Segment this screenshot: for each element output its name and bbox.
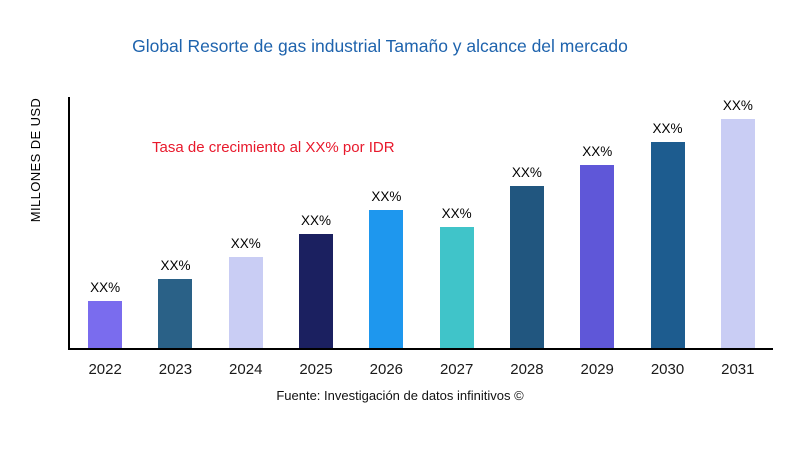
bar-value-label-2025: XX%: [301, 213, 332, 228]
bar-2027: [439, 227, 474, 348]
bar-2031: [720, 119, 755, 348]
bar-2026: [369, 210, 404, 348]
x-tick-2029: 2029: [580, 361, 614, 378]
x-tick-2028: 2028: [510, 361, 544, 378]
bar-value-label-2023: XX%: [160, 258, 191, 273]
bar-2022: [88, 301, 123, 348]
bar-2023: [158, 279, 193, 348]
bar-value-label-2022: XX%: [90, 280, 121, 295]
x-tick-2024: 2024: [229, 361, 263, 378]
bar-value-label-2031: XX%: [722, 98, 753, 113]
bar-2029: [580, 165, 615, 348]
x-tick-2030: 2030: [650, 361, 685, 378]
x-tick-2023: 2023: [158, 361, 193, 378]
bar-value-label-2027: XX%: [441, 206, 472, 221]
bar-2028: [509, 186, 544, 348]
bar-group-2028: XX% 2028: [492, 97, 562, 378]
bar-2024: [228, 257, 263, 348]
bar-group-2025: XX% 2025: [281, 97, 351, 378]
bar-group-2023: XX% 2023: [140, 97, 210, 378]
bar-value-label-2029: XX%: [582, 144, 613, 159]
bar-group-2027: XX% 2027: [421, 97, 491, 378]
x-tick-2027: 2027: [439, 361, 474, 378]
bar-value-label-2026: XX%: [371, 189, 402, 204]
bar-value-label-2030: XX%: [652, 121, 683, 136]
x-tick-2025: 2025: [299, 361, 333, 378]
bar-group-2024: XX% 2024: [211, 97, 281, 378]
source-caption: Fuente: Investigación de datos infinitiv…: [276, 388, 524, 403]
bar-2025: [299, 234, 334, 348]
x-tick-2026: 2026: [369, 361, 404, 378]
x-tick-2022: 2022: [88, 361, 122, 378]
bar-group-2030: XX% 2030: [632, 97, 702, 378]
y-axis-label: MILLONES DE USD: [28, 97, 43, 223]
bar-2030: [650, 142, 685, 348]
growth-rate-annotation: Tasa de crecimiento al XX% por IDR: [152, 139, 395, 156]
bar-group-2022: XX% 2022: [70, 97, 140, 378]
bar-group-2031: XX% 2031: [703, 97, 773, 378]
bar-group-2029: XX% 2029: [562, 97, 632, 378]
chart-title: Global Resorte de gas industrial Tamaño …: [132, 36, 628, 56]
bar-group-2026: XX% 2026: [351, 97, 421, 378]
bars-container: XX% 2022 XX% 2023 XX% 2024 XX% 2025 XX% 2026 XX% 20…: [70, 97, 773, 378]
bar-value-label-2024: XX%: [230, 236, 261, 251]
x-tick-2031: 2031: [721, 361, 755, 378]
bar-value-label-2028: XX%: [511, 165, 542, 180]
plot-area: Tasa de crecimiento al XX% por IDR XX% 20…: [68, 97, 773, 378]
